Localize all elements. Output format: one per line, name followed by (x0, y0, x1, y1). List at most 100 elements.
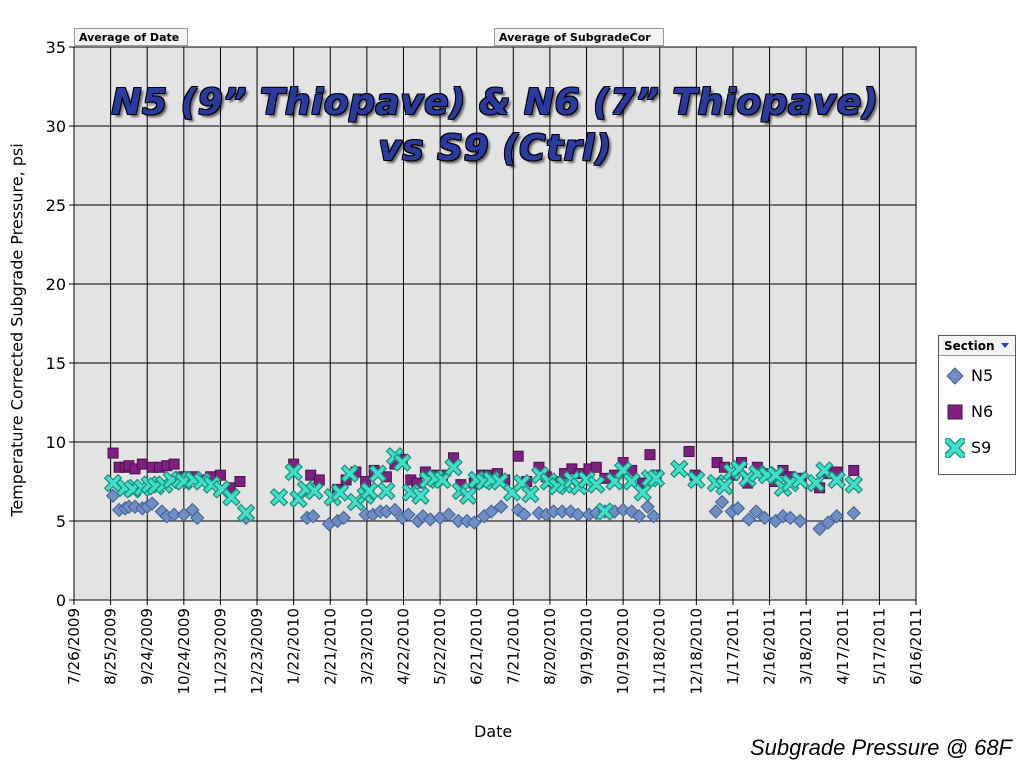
n6-point (168, 458, 180, 470)
s9-point (827, 470, 846, 490)
y-tick-label: 30 (46, 117, 66, 136)
x-tick-label: 2/21/2010 (321, 608, 339, 685)
n5-point (829, 509, 844, 524)
chart-title-line-2: vs S9 (Ctrl) (378, 128, 612, 169)
n6-point (448, 452, 460, 464)
dropdown-arrow-icon (1001, 343, 1009, 348)
n5-point (646, 509, 661, 524)
chart-title-line-1: N5 (9” Thiopave) & N6 (7” Thiopave) (111, 82, 879, 123)
legend-label-s9: S9 (971, 438, 992, 457)
n6-point (512, 450, 524, 462)
legend-label-n5: N5 (971, 366, 994, 385)
s9-point (844, 475, 864, 494)
n5-point (517, 507, 532, 522)
n6-point (848, 464, 860, 476)
n5-point (748, 504, 764, 519)
n5-point (563, 504, 578, 519)
s9-point (815, 461, 834, 480)
s9-point (790, 470, 810, 490)
x-tick-label: 8/25/2009 (102, 608, 120, 685)
s9-point (633, 483, 652, 502)
s9-point (236, 503, 256, 523)
x-tick-label: 4/17/2011 (834, 608, 852, 685)
s9-point (360, 481, 379, 501)
s9-point (577, 470, 596, 490)
y-tick-label: 15 (46, 354, 66, 373)
n5-point (640, 499, 655, 514)
y-tick-label: 25 (46, 196, 66, 215)
n5-point (792, 513, 808, 529)
average-of-subgrade-field-button[interactable]: Average of SubgradeCor (494, 28, 664, 46)
s9-point (595, 502, 615, 521)
x-tick-label: 3/23/2010 (358, 608, 376, 685)
legend-header-label: Section (944, 339, 995, 353)
s9-point (330, 483, 350, 502)
square-marker-icon (947, 404, 963, 420)
n5-point (190, 510, 205, 526)
x-tick-label: 7/26/2009 (65, 608, 83, 685)
x-tick-label: 12/23/2009 (248, 608, 266, 694)
n5-point (484, 504, 499, 519)
s9-point (715, 476, 734, 496)
x-tick-label: 4/22/2010 (394, 608, 412, 685)
s9-point (766, 465, 785, 485)
n5-point (624, 504, 639, 519)
s9-point (368, 464, 388, 483)
s9-point (806, 473, 826, 493)
legend-label-n6: N6 (971, 402, 994, 421)
s9-point (103, 473, 123, 493)
x-axis-title: Date (474, 722, 513, 741)
s9-point (377, 481, 396, 501)
s9-point (305, 481, 324, 501)
legend-item-n6: N6 (945, 400, 1013, 424)
n6-point (234, 476, 246, 487)
footer-caption: Subgrade Pressure @ 68F (749, 735, 1012, 760)
s9-point (587, 475, 606, 494)
n6-point (683, 445, 695, 457)
n5-point (336, 510, 351, 526)
plot-border (73, 46, 917, 601)
legend-item-s9: S9 (945, 436, 1013, 460)
x-tick-label: 2/16/2011 (761, 608, 779, 685)
n5-point (570, 507, 586, 522)
n6-point (590, 461, 602, 473)
legend-item-n5: N5 (945, 364, 1013, 388)
s9-point (646, 469, 666, 488)
x-tick-label: 6/21/2010 (468, 608, 486, 685)
n5-point (730, 501, 746, 516)
x-tick-label: 1/22/2010 (285, 608, 303, 685)
y-tick-label: 5 (56, 512, 66, 531)
s9-point (433, 470, 452, 490)
legend: Section N5 N6 S9 (938, 335, 1016, 475)
x-tick-label: 5/17/2011 (870, 608, 888, 685)
diamond-marker-icon (946, 367, 964, 385)
y-tick-label: 35 (46, 38, 66, 57)
n5-point (631, 509, 647, 524)
n5-point (812, 521, 827, 537)
x-marker-icon (945, 438, 965, 458)
x-tick-label: 11/18/2010 (651, 608, 669, 694)
n5-point (144, 496, 160, 511)
s9-point (411, 486, 430, 505)
y-tick-label: 20 (46, 275, 66, 294)
n5-point (401, 507, 416, 522)
s9-point (284, 462, 303, 482)
s9-point (521, 484, 540, 504)
n6-point (136, 458, 148, 470)
y-axis-title: Temperature Corrected Subgrade Pressure,… (7, 143, 27, 517)
y-tick-label: 10 (46, 433, 66, 452)
n5-point (714, 494, 730, 510)
s9-point (490, 472, 510, 491)
legend-section-filter-button[interactable]: Section (939, 336, 1015, 356)
x-tick-label: 6/16/2011 (907, 608, 925, 685)
n5-point (757, 510, 772, 526)
x-tick-label: 12/18/2010 (687, 608, 705, 694)
s9-point (444, 458, 463, 477)
s9-point (393, 453, 412, 472)
x-tick-label: 10/24/2009 (175, 608, 193, 694)
s9-point (269, 488, 289, 507)
n5-point (741, 512, 757, 527)
n5-point (441, 507, 456, 522)
average-of-date-field-button[interactable]: Average of Date (74, 28, 188, 46)
